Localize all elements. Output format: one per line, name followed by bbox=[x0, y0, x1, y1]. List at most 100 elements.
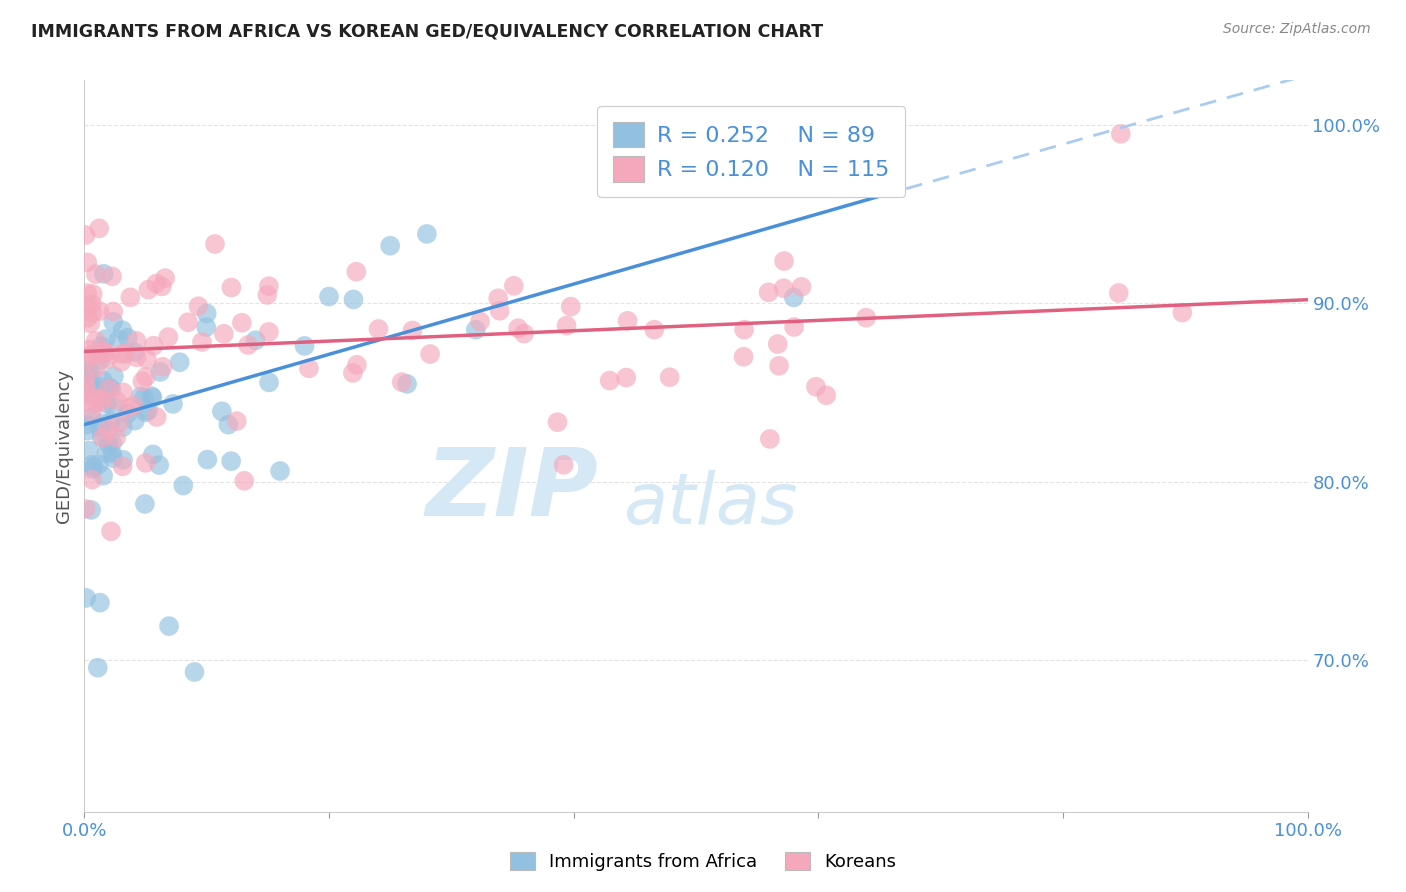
Point bbox=[108, 415, 131, 429]
Point bbox=[100, 524, 122, 539]
Point bbox=[225, 414, 247, 428]
Point bbox=[80, 297, 103, 311]
Point bbox=[75, 385, 97, 400]
Point bbox=[134, 497, 156, 511]
Point bbox=[759, 432, 782, 446]
Point bbox=[177, 315, 200, 329]
Point bbox=[120, 290, 142, 304]
Point bbox=[80, 458, 103, 472]
Point bbox=[117, 331, 139, 345]
Text: IMMIGRANTS FROM AFRICA VS KOREAN GED/EQUIVALENCY CORRELATION CHART: IMMIGRANTS FROM AFRICA VS KOREAN GED/EQU… bbox=[31, 22, 823, 40]
Point bbox=[100, 415, 122, 429]
Point bbox=[148, 458, 170, 472]
Point bbox=[76, 352, 98, 367]
Point bbox=[553, 458, 575, 472]
Point bbox=[87, 379, 110, 393]
Point bbox=[80, 410, 103, 425]
Point bbox=[502, 278, 524, 293]
Point bbox=[96, 446, 118, 460]
Point bbox=[118, 401, 141, 415]
Point bbox=[772, 281, 794, 295]
Point bbox=[211, 404, 233, 418]
Point bbox=[89, 353, 111, 368]
Point bbox=[103, 304, 125, 318]
Point bbox=[555, 318, 578, 333]
Point bbox=[124, 414, 146, 428]
Point bbox=[162, 397, 184, 411]
Point bbox=[464, 323, 486, 337]
Point bbox=[643, 323, 665, 337]
Point bbox=[138, 283, 160, 297]
Point bbox=[84, 334, 107, 348]
Point bbox=[90, 394, 112, 409]
Point bbox=[141, 391, 163, 405]
Point bbox=[82, 396, 104, 410]
Point bbox=[97, 382, 120, 396]
Point bbox=[804, 380, 827, 394]
Point bbox=[76, 417, 98, 432]
Point bbox=[97, 423, 120, 437]
Point bbox=[1108, 285, 1130, 300]
Point bbox=[79, 343, 101, 357]
Point bbox=[96, 351, 118, 366]
Point bbox=[76, 300, 98, 314]
Point bbox=[76, 386, 98, 401]
Point bbox=[513, 326, 536, 341]
Point bbox=[197, 452, 219, 467]
Point bbox=[76, 255, 98, 269]
Point bbox=[416, 227, 439, 241]
Legend: Immigrants from Africa, Koreans: Immigrants from Africa, Koreans bbox=[502, 845, 904, 879]
Point bbox=[134, 391, 156, 405]
Point bbox=[157, 619, 180, 633]
Point bbox=[101, 269, 124, 284]
Point bbox=[103, 401, 125, 415]
Point bbox=[101, 435, 124, 450]
Point bbox=[153, 271, 176, 285]
Point bbox=[773, 254, 796, 268]
Point bbox=[91, 417, 114, 431]
Point bbox=[80, 503, 103, 517]
Point bbox=[111, 385, 134, 400]
Point bbox=[76, 286, 98, 301]
Point bbox=[98, 380, 121, 394]
Point bbox=[111, 420, 134, 434]
Point bbox=[256, 288, 278, 302]
Point bbox=[94, 332, 117, 346]
Point bbox=[122, 399, 145, 413]
Point bbox=[346, 358, 368, 372]
Point bbox=[391, 375, 413, 389]
Point bbox=[86, 360, 108, 375]
Point bbox=[217, 417, 239, 432]
Point bbox=[82, 391, 104, 405]
Point bbox=[84, 267, 107, 281]
Point bbox=[87, 458, 110, 472]
Point bbox=[89, 221, 111, 235]
Point bbox=[135, 352, 157, 367]
Point bbox=[221, 280, 243, 294]
Point bbox=[111, 459, 134, 474]
Point bbox=[89, 420, 111, 434]
Point bbox=[131, 375, 153, 389]
Point bbox=[486, 291, 509, 305]
Point bbox=[91, 344, 114, 359]
Point bbox=[117, 407, 139, 421]
Point bbox=[97, 436, 120, 450]
Point bbox=[468, 314, 491, 328]
Point bbox=[758, 285, 780, 300]
Point bbox=[733, 323, 755, 337]
Point bbox=[90, 339, 112, 353]
Text: atlas: atlas bbox=[623, 470, 797, 539]
Point bbox=[488, 303, 510, 318]
Point bbox=[616, 314, 638, 328]
Point bbox=[79, 363, 101, 377]
Point bbox=[87, 661, 110, 675]
Point bbox=[344, 265, 367, 279]
Point bbox=[145, 409, 167, 424]
Point bbox=[75, 371, 97, 385]
Y-axis label: GED/Equivalency: GED/Equivalency bbox=[55, 369, 73, 523]
Legend: R = 0.252    N = 89, R = 0.120    N = 115: R = 0.252 N = 89, R = 0.120 N = 115 bbox=[598, 106, 905, 197]
Point bbox=[105, 430, 128, 444]
Point bbox=[1109, 127, 1132, 141]
Point bbox=[401, 323, 423, 337]
Point bbox=[96, 397, 118, 411]
